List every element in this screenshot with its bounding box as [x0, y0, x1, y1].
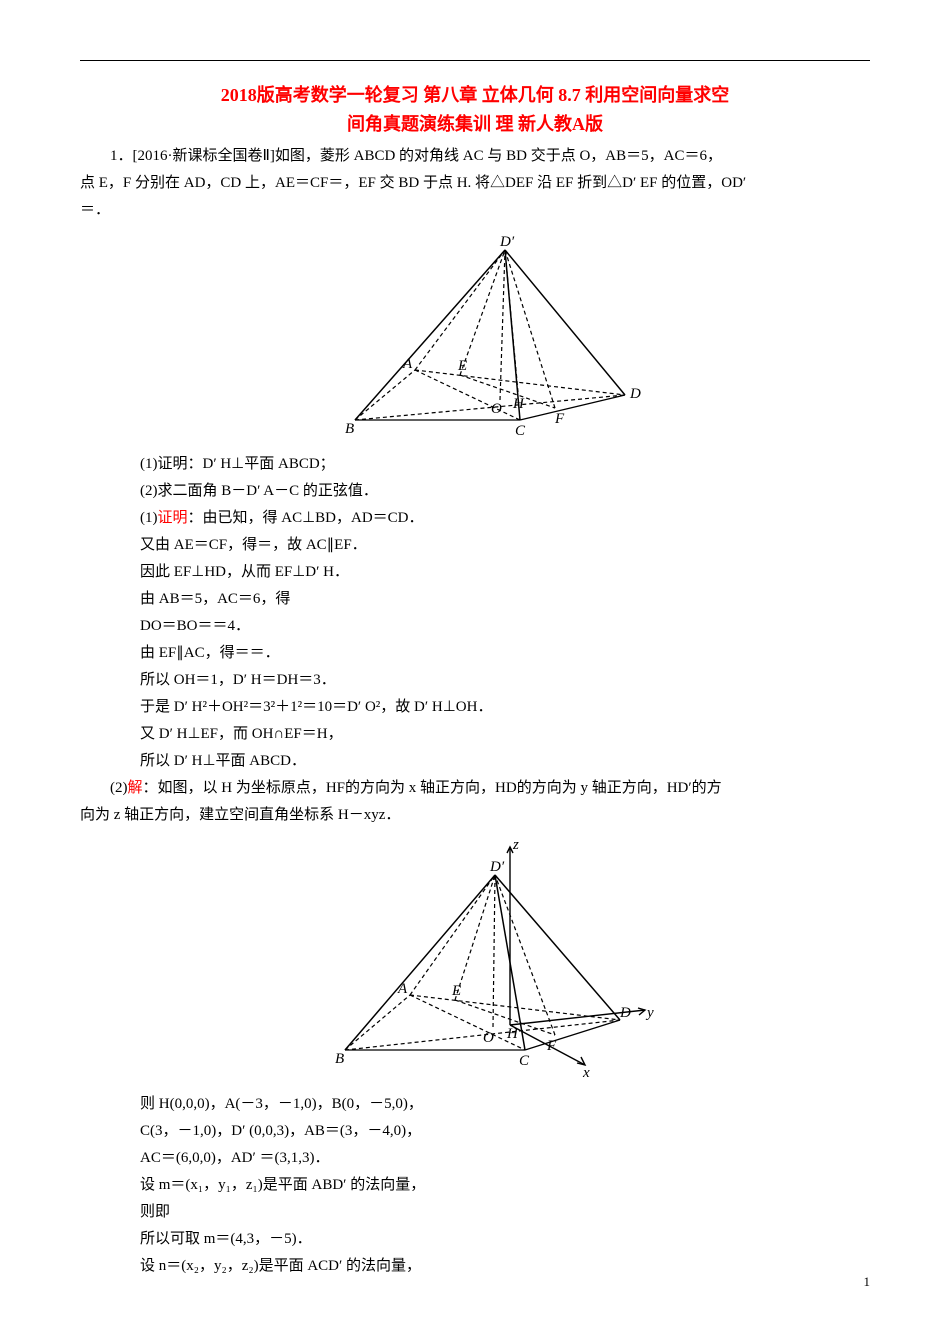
solution-l1: ：如图，以 H 为坐标原点，HF的方向为 x 轴正方向，HD的方向为 y 轴正方… [143, 780, 722, 796]
solution-l2: 向为 z 轴正方向，建立空间直角坐标系 H－xyz． [80, 802, 870, 829]
solution-body: 则 H(0,0,0)，A(－3，－1,0)，B(0，－5,0)， C(3，－1,… [80, 1091, 870, 1280]
solution-l4: C(3，－1,0)，D′ (0,0,3)，AB＝(3，－4,0)， [140, 1118, 870, 1145]
solution-l3: 则 H(0,0,0)，A(－3，－1,0)，B(0，－5,0)， [140, 1091, 870, 1118]
geometry-figure-2: z y x D′ A E D B C O H F [285, 835, 665, 1080]
problem-intro-2: 点 E，F 分别在 AD，CD 上，AE＝CF＝，EF 交 BD 于点 H. 将… [80, 170, 870, 197]
axis-z: z [512, 837, 519, 853]
label-h: H [512, 396, 525, 412]
problem-text: 1．[2016·新课标全国卷Ⅱ]如图，菱形 ABCD 的对角线 AC 与 BD … [80, 143, 870, 224]
solution-l8: 所以可取 m＝(4,3，－5)． [140, 1226, 870, 1253]
proof-l9: 又 D′ H⊥EF，而 OH∩EF＝H， [140, 721, 870, 748]
label2-a: A [397, 981, 408, 997]
proof-l8: 于是 D′ H²＋OH²＝3²＋1²＝10＝D′ O²，故 D′ H⊥OH． [140, 694, 870, 721]
solution-l9: 设 n＝(x₂，y₂，z₂)是平面 ACD′ 的法向量， [140, 1253, 870, 1280]
label2-o: O [483, 1030, 494, 1046]
questions: (1)证明：D′ H⊥平面 ABCD； (2)求二面角 B－D′ A－C 的正弦… [80, 451, 870, 505]
axis-x: x [582, 1065, 590, 1080]
proof-block: (1)证明：由已知，得 AC⊥BD，AD＝CD． 又由 AE＝CF，得＝，故 A… [80, 505, 870, 775]
label-o: O [491, 401, 502, 417]
title-block: 2018版高考数学一轮复习 第八章 立体几何 8.7 利用空间向量求空 间角真题… [80, 81, 870, 139]
solution-line-1: (2)解：如图，以 H 为坐标原点，HF的方向为 x 轴正方向，HD的方向为 y… [80, 775, 870, 802]
label-b: B [345, 421, 354, 437]
label2-b: B [335, 1051, 344, 1067]
label-f: F [554, 411, 565, 427]
solution-keyword: 解 [128, 780, 143, 796]
label2-d: D [619, 1005, 631, 1021]
proof-label: (1) [140, 510, 158, 526]
label-e: E [457, 358, 467, 374]
title-line-2: 间角真题演练集训 理 新人教A版 [80, 110, 870, 139]
proof-l6: 由 EF∥AC，得＝＝． [140, 640, 870, 667]
solution-label: (2) [110, 780, 128, 796]
geometry-figure-1: D′ A E D B C O H F [295, 230, 655, 440]
solution-l6: 设 m＝(x₁，y₁，z₁)是平面 ABD′ 的法向量， [140, 1172, 870, 1199]
solution-l5: AC＝(6,0,0)，AD′ ＝(3,1,3)． [140, 1145, 870, 1172]
label2-dp: D′ [489, 859, 505, 875]
label2-c: C [519, 1053, 530, 1069]
solution-l7: 则即 [140, 1199, 870, 1226]
label2-f: F [546, 1038, 557, 1054]
solution-intro: (2)解：如图，以 H 为坐标原点，HF的方向为 x 轴正方向，HD的方向为 y… [80, 775, 870, 829]
proof-l5: DO＝BO＝＝4． [140, 613, 870, 640]
label-d: D [629, 386, 641, 402]
question-1: (1)证明：D′ H⊥平面 ABCD； [140, 451, 870, 478]
label-a: A [402, 356, 413, 372]
label-c: C [515, 423, 526, 439]
top-rule [80, 60, 870, 61]
proof-l4: 由 AB＝5，AC＝6，得 [140, 586, 870, 613]
proof-keyword: 证明 [158, 510, 188, 526]
label-d-prime: D′ [499, 234, 515, 250]
proof-line-1: (1)证明：由已知，得 AC⊥BD，AD＝CD． [140, 505, 870, 532]
figure-2: z y x D′ A E D B C O H F [80, 835, 870, 1085]
label2-h: H [506, 1026, 519, 1042]
question-2: (2)求二面角 B－D′ A－C 的正弦值． [140, 478, 870, 505]
proof-l1: ：由已知，得 AC⊥BD，AD＝CD． [188, 510, 424, 526]
proof-l7: 所以 OH＝1，D′ H＝DH＝3． [140, 667, 870, 694]
page-number: 1 [864, 1274, 871, 1290]
axis-y: y [645, 1005, 654, 1021]
title-line-1: 2018版高考数学一轮复习 第八章 立体几何 8.7 利用空间向量求空 [80, 81, 870, 110]
proof-l10: 所以 D′ H⊥平面 ABCD． [140, 748, 870, 775]
proof-l3: 因此 EF⊥HD，从而 EF⊥D′ H． [140, 559, 870, 586]
problem-intro-3: ＝． [80, 197, 870, 224]
problem-intro-1: 1．[2016·新课标全国卷Ⅱ]如图，菱形 ABCD 的对角线 AC 与 BD … [80, 143, 870, 170]
label2-e: E [451, 983, 461, 999]
proof-l2: 又由 AE＝CF，得＝，故 AC∥EF． [140, 532, 870, 559]
figure-1: D′ A E D B C O H F [80, 230, 870, 445]
